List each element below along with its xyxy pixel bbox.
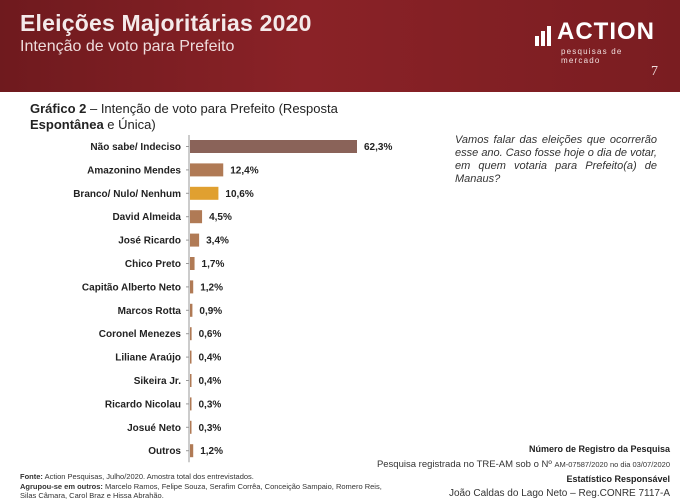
data-label: 0,6% (199, 329, 222, 340)
data-label: 10,6% (225, 189, 253, 200)
registration-text: Pesquisa registrada no TRE-AM sob o Nº A… (377, 459, 670, 470)
bar (190, 374, 192, 387)
statistician-title: Estatístico Responsável (566, 474, 670, 484)
grouped-text: Marcelo Ramos, Felipe Souza, Serafim Cor… (20, 481, 382, 501)
category-label: Ricardo Nicolau (105, 399, 181, 410)
data-label: 0,4% (199, 353, 222, 364)
bar (190, 257, 195, 270)
logo-tagline: pesquisas de mercado (561, 47, 623, 65)
data-label: 0,3% (199, 423, 222, 434)
category-label: José Ricardo (118, 236, 181, 247)
category-label: Josué Neto (127, 423, 181, 434)
source-label: Fonte: (20, 472, 43, 481)
category-label: Amazonino Mendes (87, 165, 181, 176)
data-label: 0,4% (199, 376, 222, 387)
bar (190, 397, 192, 411)
bar (190, 186, 219, 200)
bar (190, 444, 194, 458)
category-label: David Almeida (112, 212, 181, 223)
chart-title-text: – Intenção de voto para Prefeito (Respos… (86, 101, 338, 116)
logo-text: ACTION (557, 18, 655, 45)
bar (190, 327, 192, 341)
category-label: Capitão Alberto Neto (82, 282, 181, 293)
chart-title-bold: Espontânea (30, 117, 104, 132)
category-label: Outros (148, 446, 181, 457)
data-label: 3,4% (206, 236, 229, 247)
category-label: Sikeira Jr. (134, 376, 181, 387)
data-label: 0,3% (199, 399, 222, 410)
data-label: 1,2% (200, 446, 223, 457)
registration-number: AM-07587/2020 no dia 03/07/2020 (554, 460, 670, 469)
chart-title-suffix: e Única) (103, 117, 156, 132)
grouped-label: Agrupou-se em outros: (20, 481, 103, 491)
registration-text-main: Pesquisa registrada no TRE-AM sob o Nº (376, 459, 555, 470)
registration-title: Número de Registro da Pesquisa (528, 444, 670, 454)
chart-title-prefix: Gráfico 2 (30, 101, 87, 116)
data-label: 1,7% (202, 259, 225, 270)
category-label: Branco/ Nulo/ Nenhum (73, 189, 181, 200)
source-note: Fonte: Action Pesquisas, Julho/2020. Amo… (20, 472, 400, 501)
data-label: 1,2% (200, 282, 223, 293)
data-label: 0,9% (199, 306, 222, 317)
statistician-name: João Caldas do Lago Neto – Reg.CONRE 711… (448, 488, 670, 499)
bar (190, 420, 192, 434)
category-label: Não sabe/ Indeciso (90, 142, 181, 153)
survey-question: Vamos falar das eleições que ocorrerão e… (455, 134, 657, 185)
bar (190, 163, 224, 177)
bar-chart: Não sabe/ Indeciso 62,3% Amazonino Mendes 1… (73, 135, 392, 463)
category-label: Marcos Rotta (118, 306, 182, 317)
chart-title: Gráfico 2 – Intenção de voto para Prefei… (30, 101, 400, 133)
category-label: Chico Preto (125, 259, 181, 270)
bar (190, 280, 194, 294)
data-label: 4,5% (209, 212, 232, 223)
bar (190, 233, 200, 247)
bar (190, 210, 203, 224)
category-label: Liliane Araújo (115, 353, 181, 364)
header-subtitle: Intenção de voto para Prefeito (20, 38, 235, 55)
source-text: Action Pesquisas, Julho/2020. Amostra to… (42, 472, 254, 481)
data-label: 62,3% (364, 142, 392, 153)
bar (190, 350, 192, 364)
header-title: Eleições Majoritárias 2020 (20, 10, 312, 36)
header-banner: Eleições Majoritárias 2020 Intenção de v… (0, 0, 680, 92)
bar (190, 140, 357, 153)
data-label: 12,4% (230, 165, 258, 176)
action-logo: ACTION pesquisas de mercado (535, 18, 665, 65)
bar (190, 303, 193, 317)
category-label: Coronel Menezes (99, 329, 182, 340)
page-number: 7 (651, 64, 658, 79)
